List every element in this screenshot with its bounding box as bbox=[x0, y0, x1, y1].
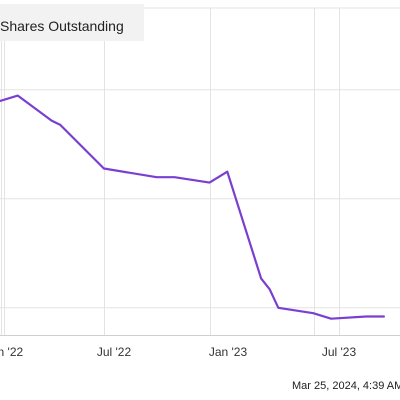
x-tick-label: Jul '23 bbox=[322, 345, 357, 359]
x-tick-label: Jul '22 bbox=[97, 345, 132, 359]
timestamp-label: Mar 25, 2024, 4:39 AM E bbox=[292, 380, 400, 392]
legend-label-shares-outstanding: Shares Outstanding bbox=[0, 18, 124, 34]
x-tick-label: Jan '23 bbox=[209, 345, 248, 359]
legend: Shares Outstanding bbox=[0, 4, 144, 41]
series-line-shares-outstanding bbox=[0, 94, 385, 320]
x-tick-label: Jan '22 bbox=[0, 345, 23, 359]
